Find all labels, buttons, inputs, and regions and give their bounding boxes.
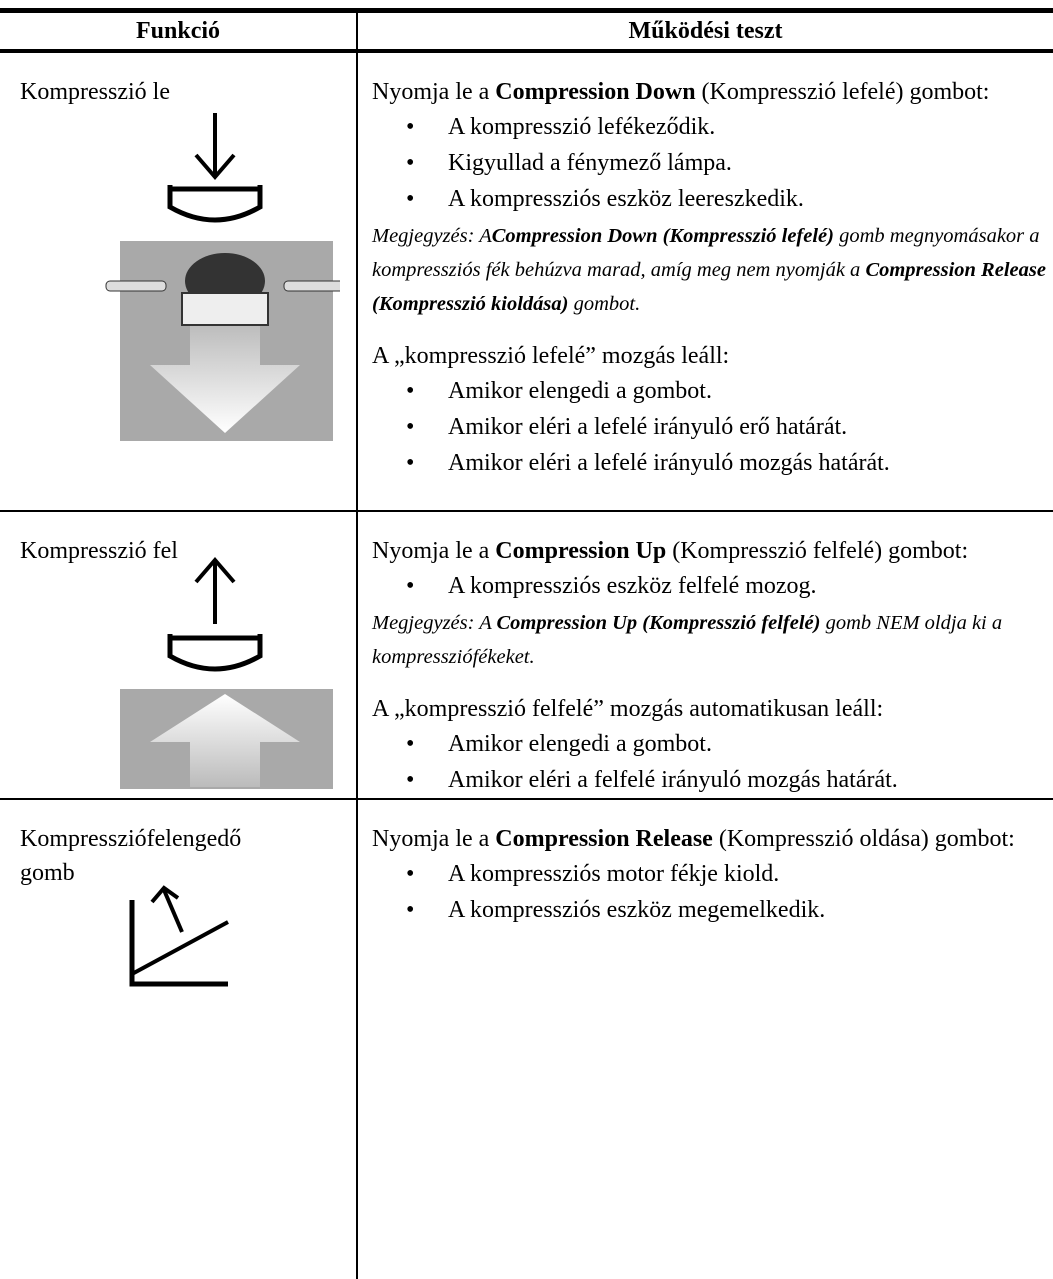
header-cell: Működési teszt xyxy=(357,8,1053,53)
paragraph: A „kompresszió lefelé” mozgás leáll: xyxy=(372,339,1049,373)
text-run: A „kompresszió felfelé” mozgás automatik… xyxy=(372,696,884,722)
header-row: Funkció Működési teszt xyxy=(0,8,1053,53)
note: Megjegyzés: A Compression Up (Kompresszi… xyxy=(372,606,1049,674)
note: Megjegyzés: ACompression Down (Kompressz… xyxy=(372,219,1049,321)
bullet-item: Amikor eléri a lefelé irányuló mozgás ha… xyxy=(372,445,1049,481)
bullet-item: Amikor eléri a felfelé irányuló mozgás h… xyxy=(372,762,1049,798)
function-table: Funkció Működési teszt Kompresszió le Ny… xyxy=(0,8,1053,1279)
text-run: gombot. xyxy=(568,293,641,315)
text-run: Megjegyzés: A xyxy=(372,612,497,634)
text-run: A kompresszió lefékeződik. xyxy=(448,114,716,140)
text-run: gomb megnyomásakor a kompressziós fék be… xyxy=(372,225,1040,281)
paragraph: A „kompresszió felfelé” mozgás automatik… xyxy=(372,692,1049,726)
bullet-item: A kompressziós eszköz leereszkedik. xyxy=(372,181,1049,217)
compression-release-icon xyxy=(129,885,229,987)
text-run: (Kompresszió felfelé) gombot: xyxy=(666,538,969,564)
bold-text: Compression Release xyxy=(495,826,713,852)
compression-down-icon xyxy=(105,113,340,441)
compression-up-icon xyxy=(120,556,333,789)
function-line: Kompresszió le xyxy=(20,79,170,105)
text-run: Amikor eléri a lefelé irányuló erő határ… xyxy=(448,414,848,440)
paragraph: Nyomja le a Compression Release (Kompres… xyxy=(372,822,1049,856)
function-line: gomb xyxy=(20,860,75,886)
text-run: Megjegyzés: A xyxy=(372,225,492,247)
text-run: (Kompresszió oldása) gombot: xyxy=(712,826,1015,852)
bold-text: Compression Down (Kompresszió lefelé) xyxy=(491,225,834,247)
paragraph: Nyomja le a Compression Down (Kompresszi… xyxy=(372,75,1049,109)
function-name: Kompresszió­felengedő gomb xyxy=(20,822,356,890)
bold-text: Compression Down xyxy=(495,79,696,105)
text-run: Nyomja le a xyxy=(372,826,496,852)
table-row: Kompresszió­felengedő gomb Nyomja le a Co… xyxy=(0,799,1053,1279)
function-cell: Kompresszió fel xyxy=(0,511,358,800)
bullet-item: A kompressziós motor fékje kiold. xyxy=(372,856,1049,892)
bullet-item: Amikor elengedi a gombot. xyxy=(372,373,1049,409)
text-run: Nyomja le a xyxy=(372,79,496,105)
text-run: Amikor elengedi a gombot. xyxy=(448,731,712,757)
bullet-item: Amikor eléri a lefelé irányuló erő határ… xyxy=(372,409,1049,445)
bullet-item: Kigyullad a fénymező lámpa. xyxy=(372,145,1049,181)
text-run: (Kompresszió lefelé) gombot: xyxy=(695,79,990,105)
text-run: A kompressziós motor fékje kiold. xyxy=(448,861,780,887)
function-name: Kompresszió fel xyxy=(20,534,355,568)
bullet-item: Amikor elengedi a gombot. xyxy=(372,726,1049,762)
text-run: A „kompresszió lefelé” mozgás leáll: xyxy=(372,343,730,369)
function-line: Kompresszió­felengedő xyxy=(20,826,242,852)
table-row: Kompresszió le Nyomja le a Compression D… xyxy=(0,51,1053,512)
text-run: Amikor elengedi a gombot. xyxy=(448,378,712,404)
bullet-item: A kompresszió lefékeződik. xyxy=(372,109,1049,145)
text-run: Nyomja le a xyxy=(372,538,496,564)
bold-text: Compression Release (Kompresszió kioldás… xyxy=(372,259,1046,315)
text-run: Kigyullad a fénymező lámpa. xyxy=(448,150,732,176)
function-cell: Kompresszió­felengedő gomb xyxy=(0,799,358,1279)
text-run: A kompressziós eszköz leereszkedik. xyxy=(448,186,804,212)
function-name: Kompresszió le xyxy=(20,75,356,109)
text-run: gomb NEM oldja ki a kompressziófékeket. xyxy=(372,612,1003,668)
function-line: Kompresszió fel xyxy=(20,538,178,564)
paragraph: Nyomja le a Compression Up (Kompresszió … xyxy=(372,534,1049,568)
text-run: Amikor eléri a lefelé irányuló mozgás ha… xyxy=(448,450,890,476)
header-cell: Funkció xyxy=(0,8,358,53)
bullet-item: A kompressziós eszköz megemelkedik. xyxy=(372,892,1049,928)
bold-text: Compression Up xyxy=(495,538,667,564)
test-cell: Nyomja le a Compression Up (Kompresszió … xyxy=(357,511,1053,800)
text-run: A kompressziós eszköz megemelkedik. xyxy=(448,897,826,923)
text-run: A kompressziós eszköz felfelé mozog. xyxy=(448,573,817,599)
text-run: Amikor eléri a felfelé irányuló mozgás h… xyxy=(448,767,898,793)
function-cell: Kompresszió le xyxy=(0,51,358,512)
test-cell: Nyomja le a Compression Release (Kompres… xyxy=(357,799,1053,1279)
table-row: Kompresszió fel Nyomja le a Compression … xyxy=(0,511,1053,800)
bullet-item: A kompressziós eszköz felfelé mozog. xyxy=(372,568,1049,604)
test-cell: Nyomja le a Compression Down (Kompresszi… xyxy=(357,51,1053,512)
bold-text: Compression Up (Kompresszió felfelé) xyxy=(496,612,821,634)
